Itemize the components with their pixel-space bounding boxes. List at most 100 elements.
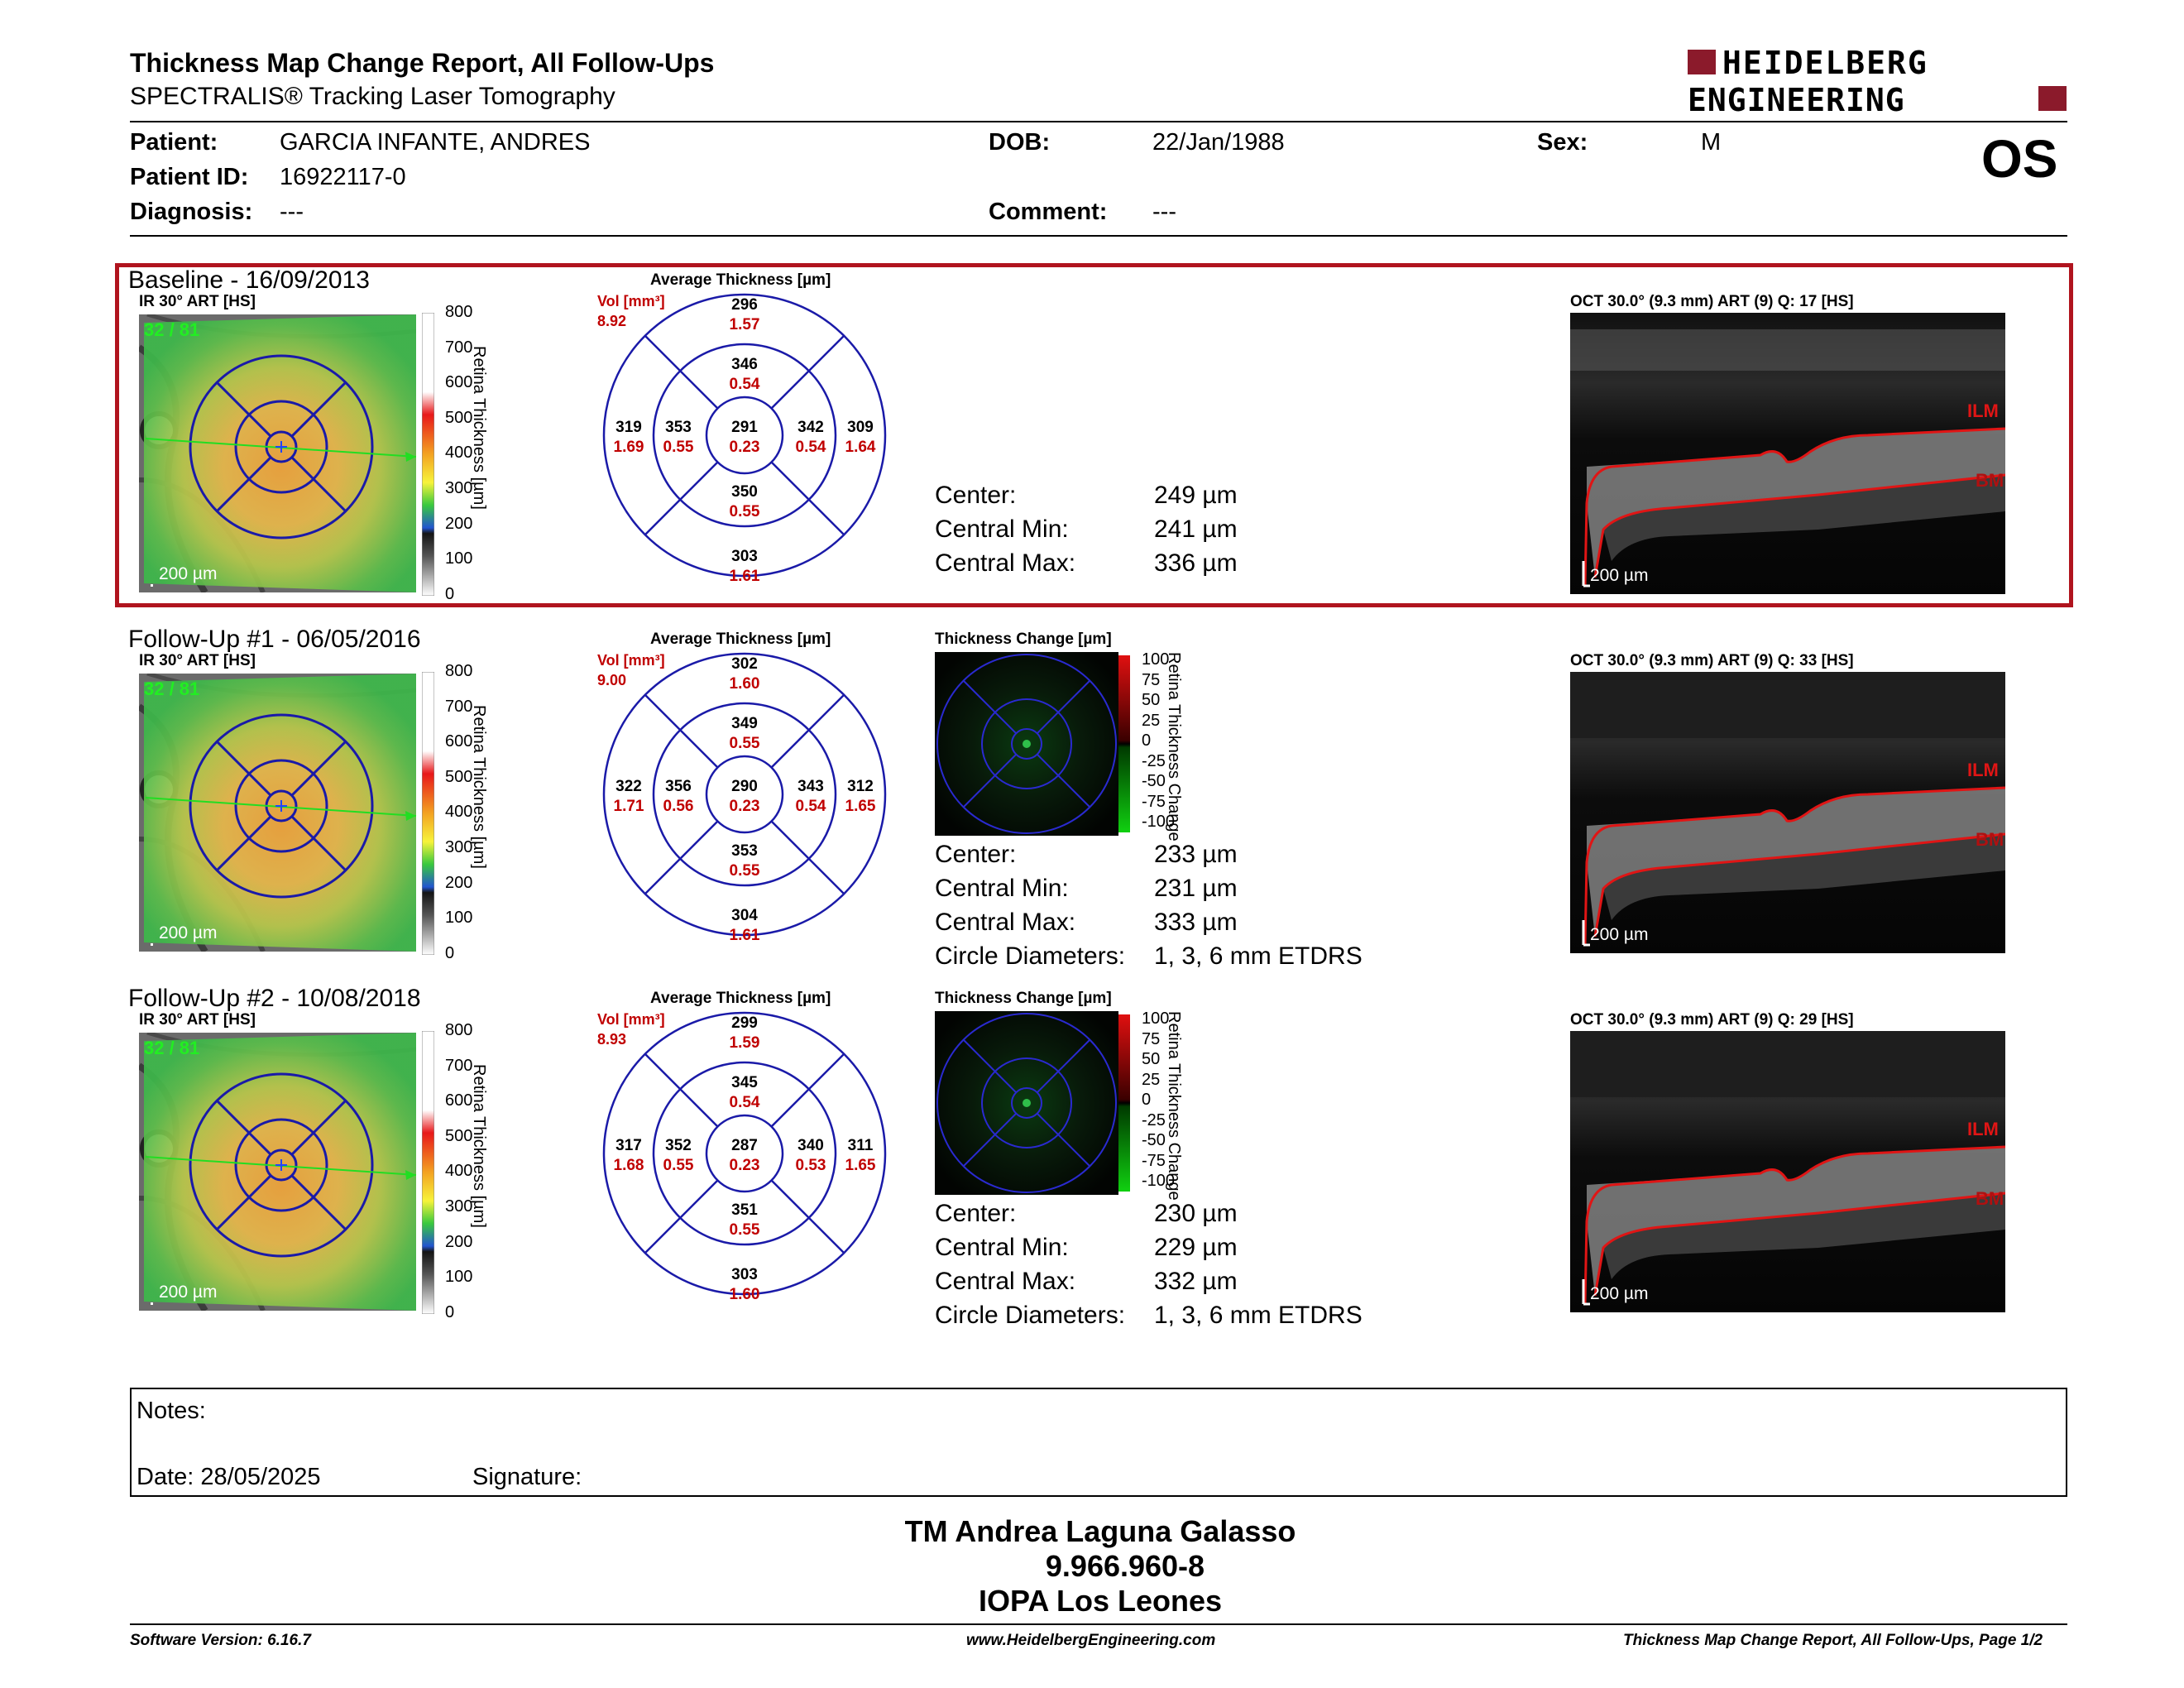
grid-volume-inner-top: 0.55 bbox=[730, 735, 760, 752]
change-tick: -75 bbox=[1142, 1151, 1166, 1170]
stat-label-cmin: Central Min: bbox=[935, 875, 1069, 902]
stat-value-center: 249 µm bbox=[1154, 482, 1238, 509]
change-tick: 100 bbox=[1142, 1009, 1170, 1028]
change-tick: 100 bbox=[1142, 650, 1170, 669]
heidelberg-logo: HEIDELBERG ENGINEERING bbox=[1688, 45, 2068, 118]
oct-scale: 200 µm bbox=[1590, 1284, 1648, 1303]
thickness-change-map[interactable] bbox=[935, 652, 1118, 840]
avg-thickness-title: Average Thickness [µm] bbox=[650, 271, 831, 289]
comment-label: Comment: bbox=[989, 199, 1108, 225]
thickness-change-map[interactable] bbox=[935, 1011, 1118, 1199]
thickness-tick: 700 bbox=[445, 1056, 473, 1075]
etdrs-grid[interactable]: 287 0.23 345 0.54 351 0.55 352 0.55 340 0.53 299 1.… bbox=[601, 1009, 890, 1303]
etdrs-grid[interactable]: 291 0.23 346 0.54 350 0.55 353 0.55 342 0.54 296 1.… bbox=[601, 291, 890, 585]
grid-volume-outer-right: 1.65 bbox=[845, 1157, 876, 1174]
thickness-tick: 300 bbox=[445, 479, 473, 497]
grid-thickness-inner-bottom: 350 bbox=[731, 483, 758, 501]
oct-bscan[interactable]: ILM BM 200 µm bbox=[1570, 313, 2006, 594]
oct-label: OCT 30.0° (9.3 mm) ART (9) Q: 17 [HS] bbox=[1570, 293, 1854, 310]
ir-label: IR 30° ART [HS] bbox=[139, 1011, 256, 1029]
grid-volume-outer-left: 1.68 bbox=[614, 1157, 644, 1174]
sex-value: M bbox=[1701, 129, 1722, 156]
grid-volume-outer-right: 1.64 bbox=[845, 439, 876, 456]
stat-value-cmax: 333 µm bbox=[1154, 909, 1238, 936]
vol-label: Vol [mm³] bbox=[597, 293, 665, 309]
change-colorbar bbox=[1118, 1014, 1130, 1196]
thickness-tick: 800 bbox=[445, 1021, 473, 1039]
fixation-count: 32 / 81 bbox=[144, 679, 199, 699]
dob-value: 22/Jan/1988 bbox=[1152, 129, 1285, 156]
thickness-tick: 700 bbox=[445, 338, 473, 357]
grid-volume-center: 0.23 bbox=[730, 798, 760, 815]
stat-value-cmin: 229 µm bbox=[1154, 1234, 1238, 1261]
stat-label-cmin: Central Min: bbox=[935, 516, 1069, 543]
grid-volume-inner-right: 0.53 bbox=[796, 1157, 826, 1174]
grid-thickness-inner-right: 342 bbox=[797, 419, 824, 436]
fundus-scale: 200 µm bbox=[159, 923, 217, 942]
grid-thickness-inner-right: 340 bbox=[797, 1137, 824, 1154]
grid-thickness-inner-bottom: 353 bbox=[731, 842, 758, 860]
fixation-count: 32 / 81 bbox=[144, 1038, 199, 1058]
grid-thickness-outer-right: 312 bbox=[847, 778, 874, 795]
grid-thickness-center: 291 bbox=[731, 419, 758, 436]
software-version: Software Version: 6.16.7 bbox=[130, 1632, 311, 1649]
signature-label: Signature: bbox=[472, 1464, 582, 1490]
change-tick: -75 bbox=[1142, 792, 1166, 811]
notes-label: Notes: bbox=[136, 1398, 206, 1424]
bm-label: BM bbox=[1976, 470, 2004, 491]
oct-bscan[interactable]: ILM BM 200 µm bbox=[1570, 1031, 2006, 1312]
grid-thickness-inner-top: 345 bbox=[731, 1074, 758, 1091]
fundus-thickness-map[interactable]: 32 / 81 200 µm bbox=[136, 1030, 419, 1313]
exam-title: Follow-Up #2 - 10/08/2018 bbox=[128, 985, 421, 1012]
thickness-tick: 0 bbox=[445, 943, 455, 962]
oct-bscan[interactable]: ILM BM 200 µm bbox=[1570, 672, 2006, 953]
stat-value-cmax: 332 µm bbox=[1154, 1268, 1238, 1295]
colorbar-title: Retina Thickness [µm] bbox=[470, 346, 488, 510]
grid-thickness-outer-top: 299 bbox=[731, 1014, 758, 1032]
grid-volume-center: 0.23 bbox=[730, 439, 760, 456]
grid-thickness-inner-left: 353 bbox=[665, 419, 692, 436]
grid-thickness-outer-top: 302 bbox=[731, 655, 758, 673]
website-link[interactable]: www.HeidelbergEngineering.com bbox=[966, 1632, 1216, 1649]
thickness-tick: 100 bbox=[445, 1268, 473, 1287]
change-tick: 25 bbox=[1142, 1070, 1161, 1089]
avg-thickness-title: Average Thickness [µm] bbox=[650, 631, 831, 648]
thickness-tick: 0 bbox=[445, 1302, 455, 1321]
grid-thickness-center: 287 bbox=[731, 1137, 758, 1154]
fundus-thickness-map[interactable]: 32 / 81 200 µm bbox=[136, 671, 419, 954]
patient-id: 16922117-0 bbox=[280, 164, 406, 190]
vol-value: 8.93 bbox=[597, 1031, 627, 1048]
signer-id: 9.966.960-8 bbox=[1045, 1549, 1205, 1583]
ir-label: IR 30° ART [HS] bbox=[139, 293, 256, 310]
grid-thickness-outer-left: 322 bbox=[615, 778, 642, 795]
diagnosis-label: Diagnosis: bbox=[130, 199, 253, 225]
grid-volume-inner-bottom: 0.55 bbox=[730, 503, 760, 520]
change-tick: 50 bbox=[1142, 1050, 1161, 1068]
page-indicator: Thickness Map Change Report, All Follow-… bbox=[1623, 1632, 2043, 1649]
vol-value: 9.00 bbox=[597, 672, 627, 688]
grid-volume-inner-right: 0.54 bbox=[796, 439, 826, 456]
grid-volume-center: 0.23 bbox=[730, 1157, 760, 1174]
stat-label-circle: Circle Diameters: bbox=[935, 1302, 1126, 1329]
bm-label: BM bbox=[1976, 829, 2004, 850]
notes-box[interactable]: Notes: Date: 28/05/2025 Signature: bbox=[130, 1388, 2067, 1497]
report-subtitle: SPECTRALIS® Tracking Laser Tomography bbox=[130, 83, 615, 110]
grid-volume-inner-left: 0.55 bbox=[663, 439, 694, 456]
stat-value-cmin: 241 µm bbox=[1154, 516, 1238, 543]
exam-title: Follow-Up #1 - 06/05/2016 bbox=[128, 626, 421, 653]
oct-scale: 200 µm bbox=[1590, 566, 1648, 585]
stat-label-cmin: Central Min: bbox=[935, 1234, 1069, 1261]
ir-label: IR 30° ART [HS] bbox=[139, 652, 256, 669]
baseline-highlight bbox=[115, 263, 2073, 607]
diagnosis-value: --- bbox=[280, 199, 304, 225]
stat-value-center: 230 µm bbox=[1154, 1200, 1238, 1227]
stat-value-center: 233 µm bbox=[1154, 841, 1238, 868]
thickness-tick: 500 bbox=[445, 1126, 473, 1145]
thickness-change-title: Thickness Change [µm] bbox=[935, 990, 1112, 1007]
etdrs-grid[interactable]: 290 0.23 349 0.55 353 0.55 356 0.56 343 0.54 302 1.… bbox=[601, 650, 890, 944]
change-tick: -100 bbox=[1142, 1172, 1176, 1190]
fundus-thickness-map[interactable]: 32 / 81 200 µm bbox=[136, 312, 419, 595]
change-tick: 50 bbox=[1142, 691, 1161, 709]
thickness-tick: 600 bbox=[445, 373, 473, 392]
grid-volume-inner-right: 0.54 bbox=[796, 798, 826, 815]
